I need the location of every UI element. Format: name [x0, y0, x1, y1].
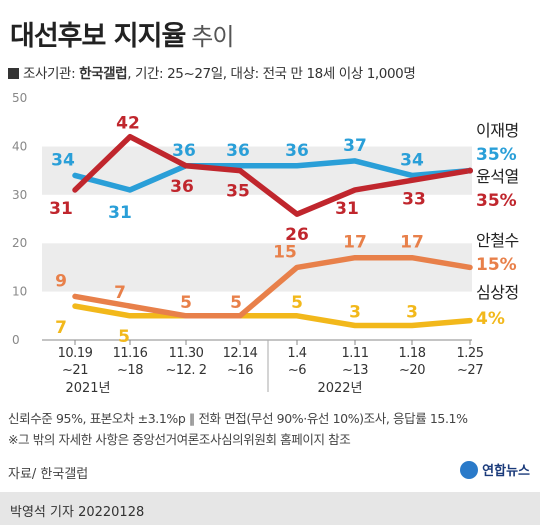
- data-label: 34: [51, 150, 75, 170]
- x-tick-label: 1.18: [399, 346, 426, 361]
- legend-final-value: 15%: [476, 255, 517, 275]
- globe-icon: [460, 460, 479, 479]
- y-tick-label: 40: [12, 139, 27, 153]
- author-date: 박영석 기자 20220128: [10, 505, 145, 520]
- note-line-1: 신뢰수준 95%, 표본오차 ±3.1%p ∥ 전화 면접(무선 90%·유선 …: [8, 411, 468, 426]
- survey-meta: 조사기관: 한국갤럽, 기간: 25~27일, 대상: 전국 만 18세 이상 …: [8, 62, 416, 82]
- data-label: 3: [349, 302, 361, 322]
- footer-bar: 박영석 기자 20220128: [0, 492, 540, 525]
- x-tick-label: ~18: [117, 363, 143, 378]
- source-label: 자료/ 한국갤럽: [8, 467, 89, 482]
- x-tick-label: 11.16: [113, 346, 148, 361]
- x-tick-label: 12.14: [223, 346, 258, 361]
- data-label: 34: [400, 150, 424, 170]
- legend-final-value: 4%: [476, 309, 505, 329]
- legend-name: 심상정: [476, 283, 519, 302]
- data-label: 15: [273, 242, 297, 262]
- data-label: 26: [285, 225, 309, 245]
- grid-band: [42, 194, 472, 244]
- series-line: [72, 303, 473, 329]
- agency-logo: 연합뉴스: [460, 460, 530, 479]
- legend-name: 안철수: [476, 231, 519, 250]
- x-tick-label: 1.4: [287, 346, 306, 361]
- x-tick-label: 10.19: [58, 346, 93, 361]
- y-tick-label: 20: [12, 236, 27, 250]
- data-label: 36: [170, 177, 194, 197]
- data-label: 5: [230, 293, 242, 313]
- data-label: 5: [291, 293, 303, 313]
- data-label: 31: [335, 199, 359, 219]
- grid-band: [42, 243, 472, 292]
- x-tick-label: ~12. 2: [166, 363, 207, 378]
- x-tick-label: ~27: [457, 363, 483, 378]
- data-label: 31: [108, 203, 132, 223]
- legend-name: 이재명: [476, 121, 519, 140]
- year-label-2022: 2022년: [317, 381, 362, 396]
- data-label: 5: [180, 293, 192, 313]
- y-tick-label: 30: [12, 188, 27, 202]
- series-line: [72, 133, 473, 217]
- end-point-marker: [467, 167, 473, 174]
- chart-title: 대선후보 지지율 추이: [10, 21, 234, 52]
- grid-band: [42, 98, 472, 147]
- y-tick-label: 50: [12, 91, 27, 105]
- data-label: 7: [114, 283, 126, 303]
- x-tick-label: 1.25: [457, 346, 484, 361]
- data-label: 37: [343, 136, 367, 156]
- x-tick-label: 1.11: [342, 346, 369, 361]
- x-tick-label: 11.30: [169, 346, 204, 361]
- y-tick-label: 10: [12, 285, 27, 299]
- data-label: 36: [226, 141, 250, 161]
- x-tick-label: ~21: [62, 363, 88, 378]
- data-label: 36: [172, 141, 196, 161]
- legend-final-value: 35%: [476, 145, 517, 165]
- x-tick-label: ~16: [227, 363, 253, 378]
- data-label: 3: [406, 302, 418, 322]
- data-label: 33: [402, 189, 426, 209]
- data-label: 35: [226, 182, 250, 202]
- data-label: 9: [55, 271, 67, 291]
- x-tick-label: ~6: [288, 363, 306, 378]
- data-label: 17: [343, 233, 367, 253]
- y-tick-label: 0: [12, 333, 20, 347]
- x-tick-label: ~20: [399, 363, 425, 378]
- survey-notes: 신뢰수준 95%, 표본오차 ±3.1%p ∥ 전화 면접(무선 90%·유선 …: [8, 408, 468, 450]
- chart-subtitle: 추이: [191, 23, 234, 51]
- x-tick-label: ~13: [342, 363, 368, 378]
- series-line: [72, 158, 473, 193]
- data-label: 17: [400, 233, 424, 253]
- data-label: 42: [116, 114, 140, 134]
- legend-name: 윤석열: [476, 167, 519, 186]
- support-line-chart: 0 10 20 30 40 50 10.19 ~21 11.16 ~18 11.30 ~12. 2 12…: [12, 91, 519, 396]
- data-label: 7: [55, 318, 67, 338]
- square-bullet-icon: [8, 68, 19, 79]
- survey-org: 한국갤럽: [79, 66, 128, 82]
- legend-final-value: 35%: [476, 191, 517, 211]
- year-label-2021: 2021년: [65, 381, 110, 396]
- data-label: 5: [118, 327, 130, 347]
- series-line: [72, 254, 473, 319]
- data-label: 36: [285, 141, 309, 161]
- note-line-2: ※그 밖의 자세한 사항은 중앙선거여론조사심의위원회 홈페이지 참조: [8, 432, 351, 447]
- data-label: 31: [49, 199, 73, 219]
